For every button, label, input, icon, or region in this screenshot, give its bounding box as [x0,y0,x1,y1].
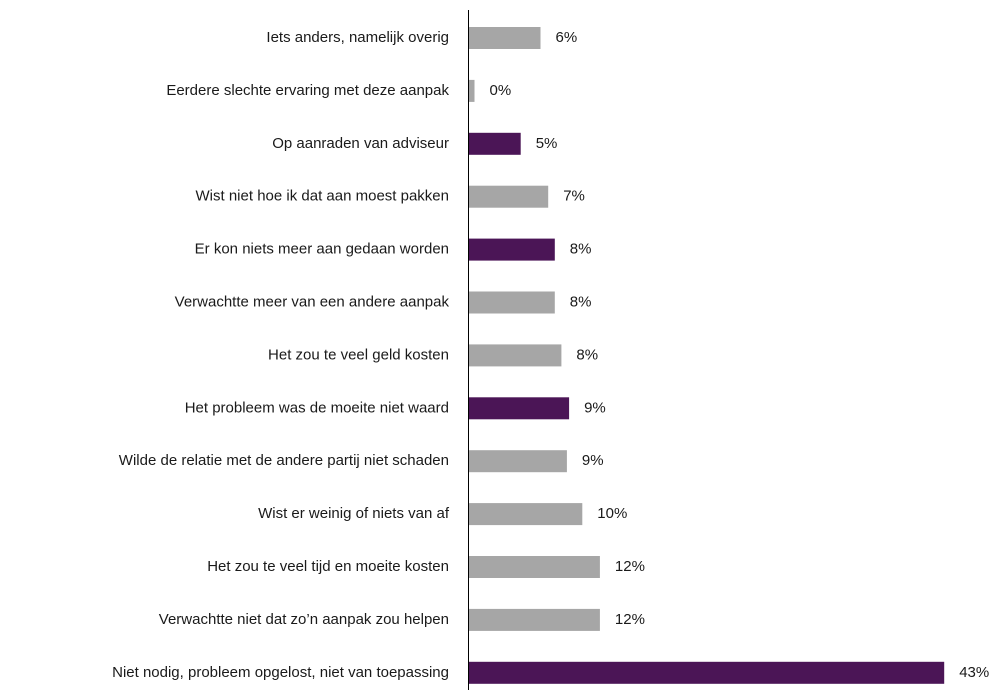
category-label: Op aanraden van adviseur [272,135,449,152]
bars-group: Iets anders, namelijk overig 6% Eerdere sl… [112,27,989,684]
bar [469,132,521,155]
bar [469,450,567,473]
value-label: 9% [582,452,604,469]
category-label: Wist niet hoe ik dat aan moest pakken [196,188,449,205]
bar [469,291,555,314]
category-label: Het probleem was de moeite niet waard [185,399,449,416]
value-label: 8% [576,346,598,363]
category-label: Er kon niets meer aan gedaan worden [195,241,449,258]
bar [469,344,562,367]
bar [469,238,555,261]
category-label: Wist er weinig of niets van af [258,505,450,522]
category-label: Het zou te veel geld kosten [268,346,449,363]
category-label: Iets anders, namelijk overig [266,29,449,46]
value-label: 5% [536,135,558,152]
bar [469,185,549,208]
value-label: 0% [490,82,512,99]
category-label: Het zou te veel tijd en moeite kosten [207,558,449,575]
bar [469,79,475,102]
bar [469,556,600,578]
category-label: Verwachtte meer van een andere aanpak [175,293,450,310]
value-label: 10% [597,505,627,522]
value-label: 6% [556,29,578,46]
value-label: 7% [563,188,585,205]
value-label: 43% [959,664,989,681]
value-label: 9% [584,399,606,416]
value-label: 8% [570,293,592,310]
category-label: Niet nodig, probleem opgelost, niet van … [112,664,449,681]
bar [469,608,600,631]
value-label: 12% [615,558,645,575]
bar [469,661,945,684]
bar [469,503,583,526]
value-label: 12% [615,611,645,628]
bar [469,397,570,420]
category-label: Wilde de relatie met de andere partij ni… [119,452,449,469]
category-label: Eerdere slechte ervaring met deze aanpak [166,82,449,99]
bar [469,27,541,49]
category-label: Verwachtte niet dat zo’n aanpak zou help… [159,611,449,628]
value-label: 8% [570,241,592,258]
